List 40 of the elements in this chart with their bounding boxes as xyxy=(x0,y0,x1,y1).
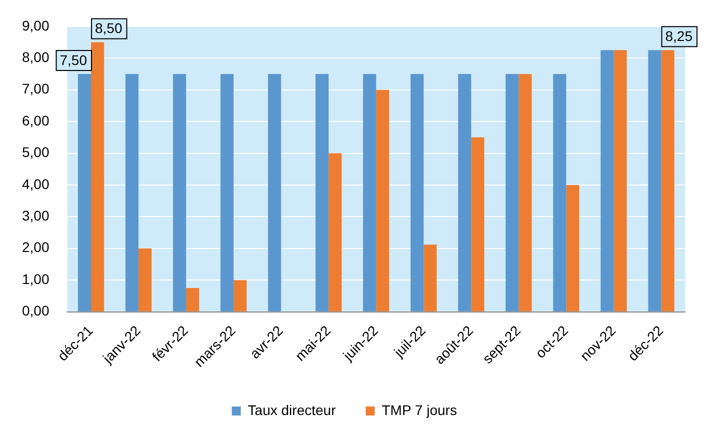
y-tick-label: 2,00 xyxy=(22,239,50,256)
y-tick-label: 8,00 xyxy=(22,48,50,65)
bar xyxy=(614,50,627,312)
y-tick-label: 4,00 xyxy=(22,176,50,192)
legend-label: Taux directeur xyxy=(248,402,336,418)
bar xyxy=(316,74,329,312)
bar xyxy=(661,50,674,312)
legend-label: TMP 7 jours xyxy=(382,402,457,418)
bar xyxy=(268,74,282,312)
bar xyxy=(91,42,104,312)
bar xyxy=(376,90,390,312)
bar xyxy=(138,248,152,312)
y-tick-label: 5,00 xyxy=(22,144,50,160)
bar xyxy=(220,74,234,312)
bar xyxy=(471,137,484,312)
bar xyxy=(186,288,200,312)
bar xyxy=(172,74,186,312)
data-label: 7,50 xyxy=(60,52,88,68)
bar xyxy=(518,74,532,312)
bar xyxy=(553,74,566,312)
bar xyxy=(363,74,376,312)
bar xyxy=(600,50,614,312)
y-tick-label: 0,00 xyxy=(22,302,50,319)
bar xyxy=(458,74,472,312)
data-label: 8,50 xyxy=(95,20,122,36)
data-label: 8,25 xyxy=(665,28,693,44)
bar xyxy=(566,184,580,312)
y-tick-label: 1,00 xyxy=(22,270,50,287)
y-tick-label: 6,00 xyxy=(22,112,50,128)
y-tick-label: 7,00 xyxy=(22,80,50,97)
bar xyxy=(424,244,437,312)
bar xyxy=(78,74,92,312)
bar xyxy=(410,74,424,312)
y-tick-label: 9,00 xyxy=(22,17,50,34)
bar xyxy=(648,50,662,312)
bar xyxy=(328,153,342,312)
y-tick-label: 3,00 xyxy=(22,208,50,224)
bar xyxy=(234,280,247,312)
bar xyxy=(125,74,139,312)
bar xyxy=(506,74,519,312)
